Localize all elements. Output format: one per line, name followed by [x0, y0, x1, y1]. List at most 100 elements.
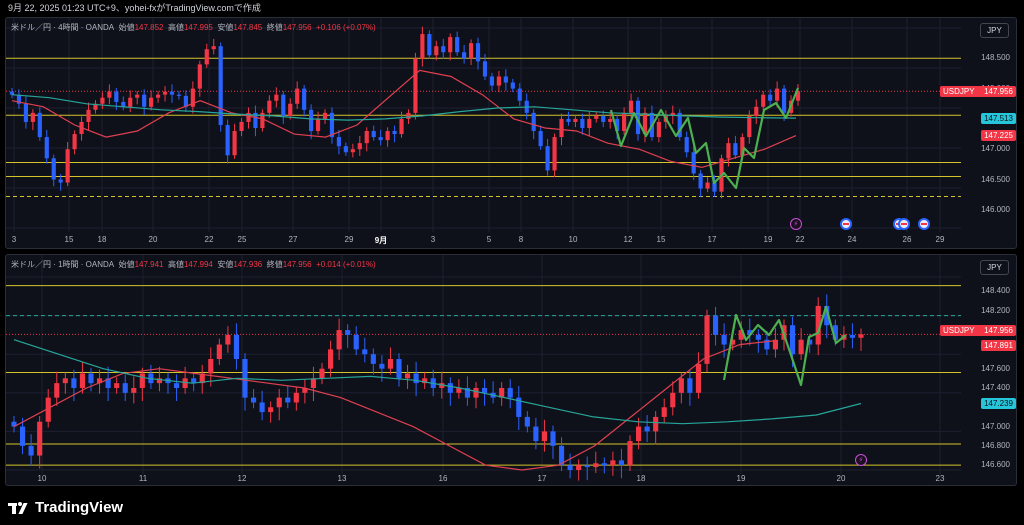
time-tick-label: 10	[37, 474, 47, 483]
candle-body	[798, 339, 804, 355]
candle-body	[475, 43, 481, 62]
candle-body	[795, 91, 801, 101]
chart-pane-1h[interactable]: 米ドル／円 · 1時間 · OANDA 始値147.941 高値147.994 …	[5, 254, 1017, 486]
candle-body	[533, 426, 539, 442]
candle	[155, 91, 161, 103]
candle-body	[439, 383, 445, 388]
candle-body	[608, 118, 613, 122]
candle-body	[392, 131, 397, 135]
candle	[23, 96, 28, 129]
candle	[516, 386, 522, 430]
candle	[345, 324, 351, 348]
candle	[9, 88, 15, 99]
candle	[370, 348, 376, 375]
candle-body	[824, 305, 830, 326]
candle	[795, 84, 801, 106]
candle-body	[468, 43, 474, 59]
candle-body	[51, 158, 56, 180]
candle	[764, 331, 770, 356]
candle-body	[635, 426, 642, 442]
candle-body	[268, 407, 274, 413]
candle	[11, 415, 17, 433]
candle-body	[481, 387, 488, 393]
candle-body	[587, 118, 592, 128]
price-tag: USDJPY 147.956	[940, 85, 1016, 97]
candle-body	[448, 37, 453, 53]
candle-body	[362, 349, 368, 355]
time-tick-label: 10	[568, 235, 578, 244]
candle-body	[385, 131, 390, 141]
candle-body	[276, 397, 282, 408]
candle	[656, 118, 661, 143]
candle	[684, 131, 689, 158]
candle	[37, 415, 43, 469]
candle-body	[849, 334, 856, 338]
time-tick-label: 19	[763, 235, 773, 244]
price-tick-label: 148.400	[981, 286, 1010, 296]
candle-body	[274, 94, 279, 101]
event-marker-icon[interactable]: ⚡	[855, 454, 867, 466]
candle	[462, 44, 467, 64]
candle-body	[687, 378, 693, 393]
candle-body	[550, 431, 556, 446]
candle	[427, 30, 432, 59]
candle-body	[259, 402, 265, 413]
price-chart[interactable]	[6, 18, 1017, 249]
price-chart[interactable]	[6, 255, 1017, 486]
candle	[250, 388, 257, 409]
close-value: 147.956	[282, 23, 312, 32]
candle	[162, 86, 168, 102]
candle	[695, 352, 702, 399]
candle-body	[105, 378, 111, 388]
candle-body	[176, 94, 182, 96]
tradingview-logo[interactable]: TradingView	[8, 499, 123, 516]
symbol-label: 米ドル／円 · 4時間 · OANDA	[11, 23, 115, 32]
candle-body	[601, 463, 607, 466]
candle-body	[211, 46, 216, 50]
candle-body	[370, 354, 376, 364]
candle-body	[580, 118, 585, 128]
candle-body	[531, 112, 536, 132]
time-tick-label: 17	[537, 474, 547, 483]
economic-flag-icon[interactable]	[918, 218, 930, 230]
candle-body	[72, 134, 77, 150]
candle-body	[93, 103, 98, 110]
candle	[285, 386, 291, 409]
candle-body	[11, 421, 17, 427]
time-tick-label: 19	[736, 474, 746, 483]
candle	[216, 338, 222, 365]
candle	[148, 364, 154, 389]
economic-flag-icon[interactable]	[898, 218, 910, 230]
candle	[670, 381, 676, 416]
header-text: 9月 22, 2025 01:23 UTC+9、yohei-fxがTrading…	[8, 3, 261, 13]
candle	[698, 169, 703, 197]
candle	[357, 135, 362, 156]
candle	[392, 125, 397, 143]
candle-body	[462, 52, 467, 59]
time-tick-label: 29	[935, 235, 945, 244]
price-tag-value: 147.513	[984, 113, 1013, 123]
time-tick-label: 16	[438, 474, 448, 483]
price-tag: 147.225	[981, 130, 1016, 142]
candle-body	[473, 387, 479, 398]
chart-pane-4h[interactable]: 米ドル／円 · 4時間 · OANDA 始値147.852 高値147.995 …	[5, 17, 1017, 249]
time-tick-label: 12	[623, 235, 633, 244]
candle	[584, 456, 590, 481]
candle	[353, 326, 359, 356]
currency-button[interactable]: JPY	[980, 260, 1009, 275]
candle-body	[58, 179, 63, 183]
time-tick-label: 9月	[374, 236, 388, 245]
candle-body	[253, 112, 258, 128]
candle-body	[584, 465, 590, 468]
time-tick-label: 11	[138, 474, 148, 483]
candle	[183, 90, 188, 112]
economic-flag-icon[interactable]	[840, 218, 852, 230]
candle-body	[396, 359, 402, 379]
candle-body	[656, 121, 661, 138]
candle-body	[684, 137, 689, 153]
currency-button[interactable]: JPY	[980, 23, 1009, 38]
event-marker-icon[interactable]: ⚡	[790, 218, 802, 230]
price-tag-value: 147.891	[984, 341, 1013, 351]
candle	[88, 367, 94, 392]
candle	[618, 448, 625, 479]
